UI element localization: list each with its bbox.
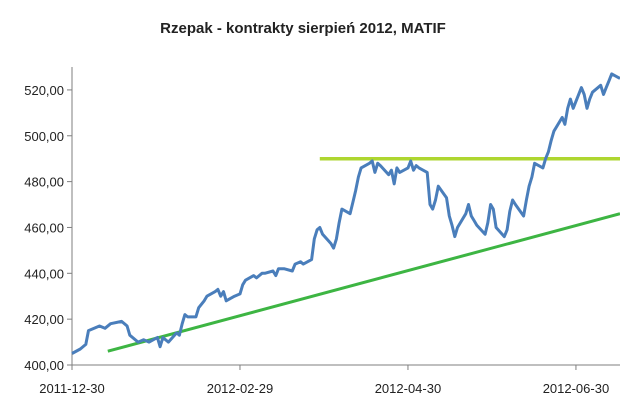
y-tick-label: 420,00 [24,312,64,327]
x-tick-label: 2011-12-30 [39,381,105,396]
y-tick-label: 480,00 [24,175,64,190]
trend-line-series [107,212,620,353]
y-tick-label: 520,00 [24,83,64,98]
price-line-series [71,72,620,355]
axes [71,67,620,366]
series-layer [71,72,620,355]
y-tick-label: 440,00 [24,266,64,281]
x-axis-ticks: 2011-12-30 2012-02-29 2012-04-30 2012-06-30 [39,365,609,396]
y-tick-label: 400,00 [24,358,64,373]
x-tick-label: 2012-06-30 [543,381,610,396]
y-tick-label: 460,00 [24,220,64,235]
x-tick-label: 2012-02-29 [207,381,274,396]
y-tick-label: 500,00 [24,129,64,144]
chart-title: Rzepak - kontrakty sierpień 2012, MATIF [160,20,446,37]
x-tick-label: 2012-04-30 [375,381,442,396]
y-axis-ticks: 400,00 420,00 440,00 460,00 480,00 500,00 520,… [24,83,72,373]
